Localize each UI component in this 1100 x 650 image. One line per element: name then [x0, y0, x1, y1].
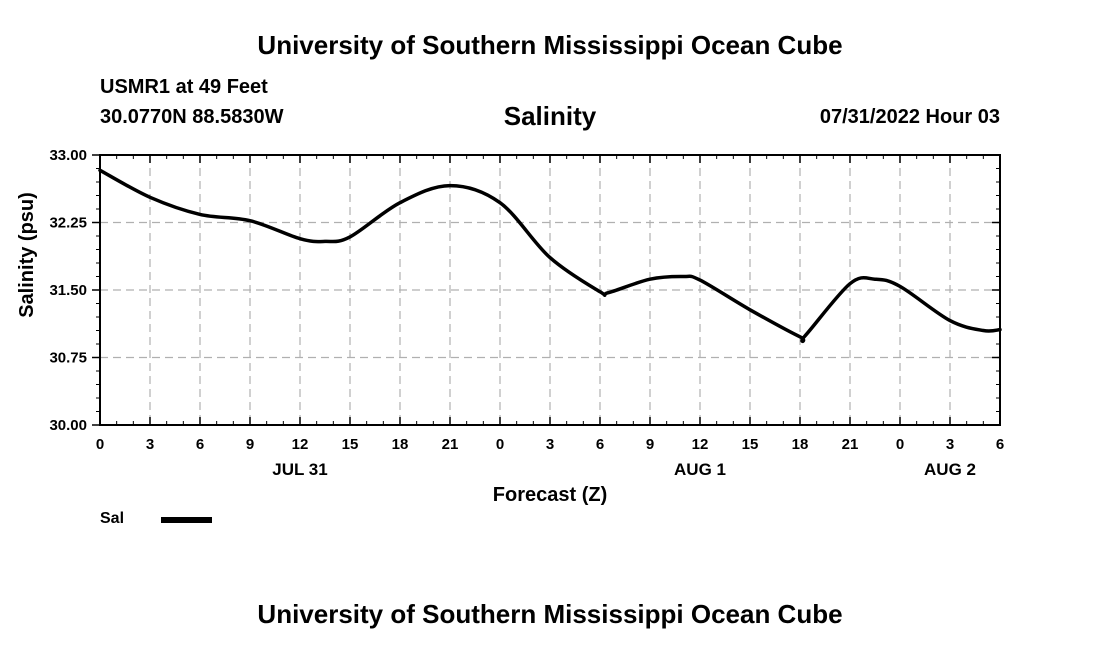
- date-label: AUG 1: [674, 460, 726, 479]
- plot-frame: [99, 154, 1001, 426]
- x-tick-label: 12: [692, 436, 709, 453]
- y-tick-label: 30.75: [49, 350, 87, 367]
- x-tick-label: 6: [196, 436, 204, 453]
- y-tick-label: 30.00: [49, 417, 87, 434]
- coordinates-label: 30.0770N 88.5830W: [100, 106, 284, 128]
- y-tick-label: 31.50: [49, 282, 87, 299]
- legend-line-swatch: [161, 517, 212, 523]
- x-tick-label: 6: [596, 436, 604, 453]
- x-tick-label: 6: [996, 436, 1004, 453]
- legend-label: Sal: [100, 510, 125, 527]
- x-tick-label: 0: [96, 436, 104, 453]
- x-tick-label: 15: [342, 436, 359, 453]
- x-tick-label: 21: [442, 436, 459, 453]
- x-tick-label: 21: [842, 436, 859, 453]
- axis-labels: 0 3 6 9 12 15 18 21 0 3 6 9 12 15 18 21 0 3 6 30.00 30.75 31.…: [49, 147, 1004, 479]
- x-tick-label: 0: [496, 436, 504, 453]
- date-label: JUL 31: [272, 460, 327, 479]
- x-tick-label: 3: [146, 436, 154, 453]
- x-tick-label: 0: [896, 436, 904, 453]
- chart-title: Salinity: [503, 101, 597, 131]
- station-label: USMR1 at 49 Feet: [100, 76, 268, 98]
- x-tick-label: 15: [742, 436, 759, 453]
- valid-time-label: 07/31/2022 Hour 03: [819, 106, 1000, 128]
- x-tick-label: 18: [792, 436, 809, 453]
- y-axis-label: Salinity (psu): [16, 192, 38, 318]
- org-title-top: University of Southern Mississippi Ocean…: [257, 30, 843, 60]
- x-tick-label: 9: [646, 436, 654, 453]
- x-tick-label: 3: [546, 436, 554, 453]
- x-tick-label: 3: [946, 436, 954, 453]
- date-label: AUG 2: [924, 460, 976, 479]
- x-tick-label: 12: [292, 436, 309, 453]
- x-axis-label: Forecast (Z): [493, 484, 607, 506]
- x-tick-label: 9: [246, 436, 254, 453]
- y-tick-label: 33.00: [49, 147, 87, 164]
- x-tick-label: 18: [392, 436, 409, 453]
- org-title-bottom: University of Southern Mississippi Ocean…: [257, 599, 843, 629]
- grid-lines: [100, 155, 1000, 425]
- y-tick-label: 32.25: [49, 215, 87, 232]
- salinity-series-line: [98, 168, 1002, 344]
